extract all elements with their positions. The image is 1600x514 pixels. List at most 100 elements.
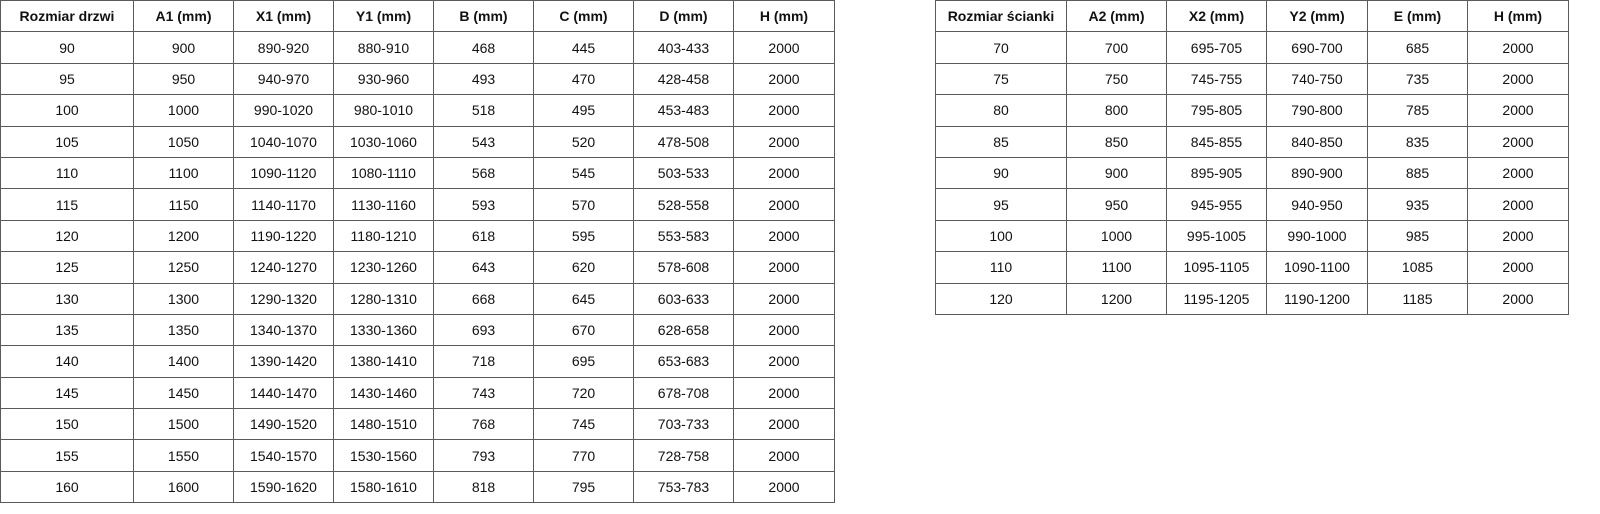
table-cell: 1000 <box>133 94 234 127</box>
column-header: Rozmiar drzwi <box>0 0 134 33</box>
table-cell: 570 <box>533 188 634 221</box>
table-cell: 1080-1110 <box>333 156 434 190</box>
table-cell: 678-708 <box>633 376 734 410</box>
table-cell: 900 <box>1066 156 1167 190</box>
table-row: 115 1150 1140-1170 1130-1160 593 570 528-558 20… <box>0 188 835 221</box>
table-cell: 2000 <box>1467 188 1569 221</box>
table-cell: 1040-1070 <box>233 125 334 158</box>
table-header: Rozmiar ścianki A2 (mm) X2 (mm) Y2 (mm) E (m… <box>935 0 1569 33</box>
table-cell: 100 <box>0 94 134 127</box>
table-cell: 543 <box>433 125 534 158</box>
table-row: 90 900 890-920 880-910 468 445 403-433 2000 <box>0 31 835 64</box>
table-cell: 653-683 <box>633 345 734 378</box>
table-cell: 818 <box>433 470 534 504</box>
table-cell: 1185 <box>1367 282 1468 315</box>
table-cell: 1130-1160 <box>333 188 434 221</box>
table-cell: 945-955 <box>1166 188 1267 221</box>
column-header: H (mm) <box>1467 0 1569 33</box>
table-cell: 90 <box>935 156 1067 190</box>
table-cell: 745-755 <box>1166 62 1267 96</box>
table-cell: 2000 <box>733 125 835 158</box>
table-cell: 1390-1420 <box>233 345 334 378</box>
table-cell: 1330-1360 <box>333 313 434 347</box>
column-header: A1 (mm) <box>133 0 234 33</box>
column-header: B (mm) <box>433 0 534 33</box>
table-cell: 1480-1510 <box>333 408 434 441</box>
table-cell: 1350 <box>133 313 234 347</box>
table-cell: 645 <box>533 282 634 315</box>
table-cell: 1150 <box>133 188 234 221</box>
table-cell: 995-1005 <box>1166 219 1267 253</box>
wall-panel-dimensions-table: Rozmiar ścianki A2 (mm) X2 (mm) Y2 (mm) E (m… <box>935 0 1569 315</box>
table-cell: 800 <box>1066 94 1167 127</box>
table-cell: 145 <box>0 376 134 410</box>
column-header: A2 (mm) <box>1066 0 1167 33</box>
table-cell: 115 <box>0 188 134 221</box>
column-header: Rozmiar ścianki <box>935 0 1067 33</box>
table-cell: 1200 <box>1066 282 1167 315</box>
table-cell: 895-905 <box>1166 156 1267 190</box>
table-cell: 985 <box>1367 219 1468 253</box>
table-row: 130 1300 1290-1320 1280-1310 668 645 603-633 20… <box>0 282 835 315</box>
column-header: Y2 (mm) <box>1266 0 1368 33</box>
table-cell: 120 <box>0 219 134 253</box>
table-cell: 403-433 <box>633 31 734 64</box>
table-cell: 840-850 <box>1266 125 1368 158</box>
table-cell: 790-800 <box>1266 94 1368 127</box>
table-cell: 990-1020 <box>233 94 334 127</box>
table-cell: 980-1010 <box>333 94 434 127</box>
table-cell: 753-783 <box>633 470 734 504</box>
table-cell: 75 <box>935 62 1067 96</box>
table-cell: 940-950 <box>1266 188 1368 221</box>
table-cell: 1200 <box>133 219 234 253</box>
table-cell: 140 <box>0 345 134 378</box>
table-cell: 2000 <box>1467 219 1569 253</box>
table-cell: 125 <box>0 251 134 284</box>
table-cell: 2000 <box>1467 125 1569 158</box>
table-cell: 1380-1410 <box>333 345 434 378</box>
table-cell: 528-558 <box>633 188 734 221</box>
column-header: X1 (mm) <box>233 0 334 33</box>
table-cell: 793 <box>433 439 534 472</box>
table-cell: 1190-1220 <box>233 219 334 253</box>
table-cell: 593 <box>433 188 534 221</box>
table-cell: 85 <box>935 125 1067 158</box>
table-row: 135 1350 1340-1370 1330-1360 693 670 628-658 20… <box>0 313 835 347</box>
table-cell: 1240-1270 <box>233 251 334 284</box>
table-cell: 2000 <box>733 345 835 378</box>
table-cell: 2000 <box>733 470 835 504</box>
table-cell: 90 <box>0 31 134 64</box>
table-cell: 493 <box>433 62 534 96</box>
table-cell: 503-533 <box>633 156 734 190</box>
table-cell: 740-750 <box>1266 62 1368 96</box>
table-cell: 2000 <box>733 376 835 410</box>
column-header: D (mm) <box>633 0 734 33</box>
table-row: 110 1100 1090-1120 1080-1110 568 545 503-533 20… <box>0 156 835 190</box>
table-cell: 785 <box>1367 94 1468 127</box>
table-cell: 950 <box>1066 188 1167 221</box>
table-cell: 703-733 <box>633 408 734 441</box>
table-row: 95 950 940-970 930-960 493 470 428-458 2000 <box>0 62 835 96</box>
table-cell: 1090-1100 <box>1266 251 1368 284</box>
table-cell: 80 <box>935 94 1067 127</box>
table-cell: 795 <box>533 470 634 504</box>
table-cell: 2000 <box>733 156 835 190</box>
table-row: 90 900 895-905 890-900 885 2000 <box>935 156 1569 190</box>
table-row: 155 1550 1540-1570 1530-1560 793 770 728-758 20… <box>0 439 835 472</box>
table-row: 80 800 795-805 790-800 785 2000 <box>935 94 1569 127</box>
table-cell: 1100 <box>133 156 234 190</box>
table-cell: 1195-1205 <box>1166 282 1267 315</box>
table-cell: 95 <box>0 62 134 96</box>
table-cell: 2000 <box>1467 282 1569 315</box>
table-cell: 470 <box>533 62 634 96</box>
table-cell: 2000 <box>733 31 835 64</box>
table-cell: 885 <box>1367 156 1468 190</box>
table-cell: 2000 <box>733 408 835 441</box>
table-cell: 1030-1060 <box>333 125 434 158</box>
table-cell: 770 <box>533 439 634 472</box>
table-cell: 70 <box>935 31 1067 64</box>
table-cell: 553-583 <box>633 219 734 253</box>
table-row: 120 1200 1190-1220 1180-1210 618 595 553-583 20… <box>0 219 835 253</box>
table-cell: 1500 <box>133 408 234 441</box>
table-cell: 578-608 <box>633 251 734 284</box>
